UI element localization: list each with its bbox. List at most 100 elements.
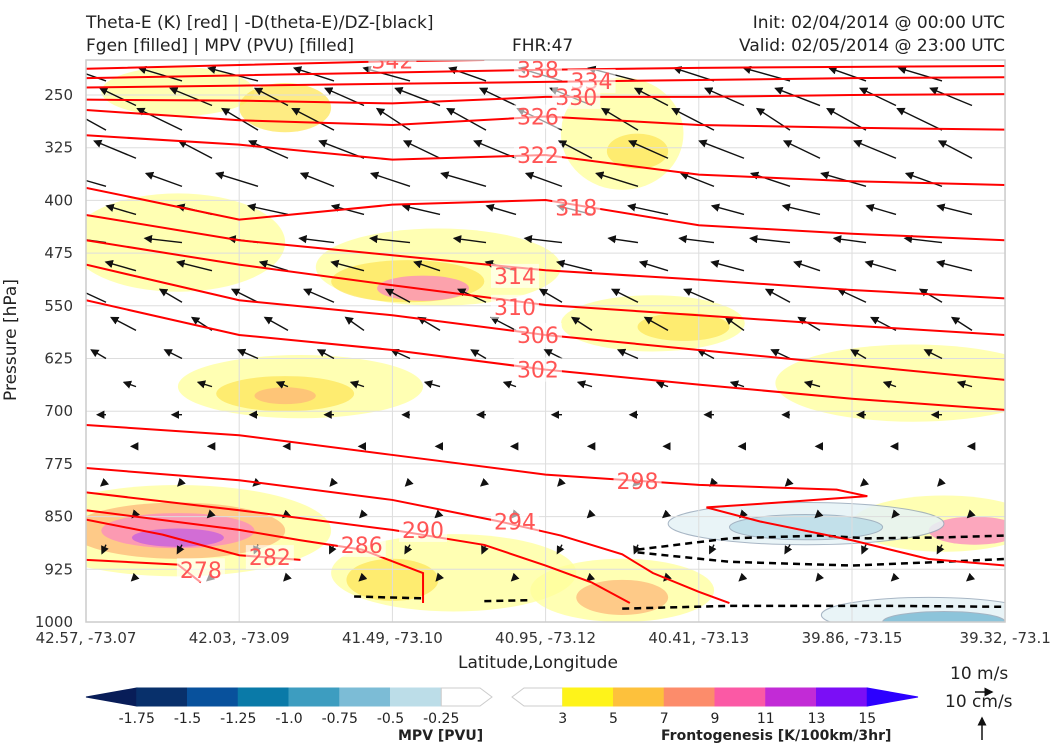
wind-vector <box>897 66 943 82</box>
fgen-tick-label: 13 <box>808 711 826 727</box>
theta-e-label: 294 <box>494 510 536 535</box>
contour-label-bg <box>337 532 386 557</box>
fgen-fill <box>775 344 1005 422</box>
wind-vector <box>543 349 563 360</box>
wind-vector <box>672 66 715 82</box>
mpv-fill <box>728 513 884 541</box>
valid-time: Valid: 02/05/2014 @ 23:00 UTC <box>739 36 1005 56</box>
wind-vector <box>90 349 107 360</box>
wind-vector <box>440 171 487 188</box>
wind-vector <box>137 66 183 82</box>
theta-e-label: 326 <box>517 106 559 131</box>
wind-vector <box>749 171 791 188</box>
dtheta-dz-contour <box>637 534 1005 551</box>
wind-vector <box>122 380 137 389</box>
contour-label-bg <box>513 142 562 167</box>
wind-vector <box>923 349 943 360</box>
wind-vector <box>861 544 869 555</box>
wind-vector <box>101 544 109 555</box>
wind-vector <box>470 349 487 360</box>
wind-vector <box>576 380 593 389</box>
wind-vector <box>130 572 140 582</box>
fgen-colorbar-segment <box>562 687 614 707</box>
contour-label-bg <box>552 195 601 220</box>
wind-vector <box>966 509 976 519</box>
wind-vector <box>774 86 821 107</box>
wind-vector <box>344 316 365 331</box>
wind-vector <box>479 478 490 487</box>
wind-vector <box>904 171 943 188</box>
wind-vector <box>349 380 365 389</box>
x-axis-label: Latitude,Longitude <box>458 653 618 673</box>
wind-vector <box>937 477 946 487</box>
theta-e-contour <box>86 213 1005 300</box>
wind-vector <box>104 259 137 272</box>
wind-vector <box>330 259 365 272</box>
mpv-colorbar-segment <box>187 687 239 707</box>
theta-e-contour <box>86 467 730 604</box>
theta-e-label: 286 <box>341 534 383 559</box>
contour-label-bg <box>490 294 539 319</box>
wind-vector <box>903 234 943 244</box>
contour-label-bg <box>513 322 562 347</box>
wind-vector <box>303 288 335 303</box>
title-line-2: Fgen [filled] | MPV (PVU) [filled] <box>86 36 355 56</box>
theta-e-label: 282 <box>249 546 291 571</box>
wind-vector <box>738 572 748 582</box>
wind-vector <box>236 348 259 360</box>
y-tick-label: 925 <box>44 560 73 578</box>
fgen-fill <box>254 387 316 405</box>
mpv-tick-label: -1.0 <box>275 711 302 727</box>
wind-vector <box>404 477 414 487</box>
wind-vector <box>896 107 943 131</box>
mpv-colorbar-segment <box>390 687 442 707</box>
wind-vector <box>298 234 335 244</box>
wind-vector <box>358 572 368 582</box>
reference-vector-vertical: 10 cm/s <box>945 692 1013 712</box>
wind-vector <box>177 140 213 159</box>
contour-label-bg <box>245 545 294 570</box>
plot-frame <box>85 59 1006 623</box>
y-tick-label: 775 <box>44 455 73 473</box>
wind-vector <box>936 544 945 555</box>
theta-e-label: 310 <box>494 296 536 321</box>
init-time: Init: 02/04/2014 @ 00:00 UTC <box>752 13 1005 33</box>
contour-label-bg <box>490 509 539 534</box>
wind-vector <box>815 572 825 582</box>
mpv-fill <box>882 610 1005 622</box>
wind-vector <box>696 349 715 360</box>
wind-vector <box>485 203 517 216</box>
wind-vector <box>655 380 669 389</box>
wind-vector <box>556 544 565 555</box>
wind-vector <box>965 572 976 582</box>
fgen-fill <box>637 312 730 341</box>
y-tick-label: 625 <box>44 350 73 368</box>
fgen-fill <box>928 516 1005 545</box>
dtheta-dz-contour <box>484 598 531 603</box>
fgen-fill <box>239 83 332 133</box>
wind-vector <box>384 288 411 303</box>
wind-vector <box>784 544 793 555</box>
wind-vector <box>678 234 715 244</box>
fgen-tick-label: 9 <box>711 711 720 727</box>
wind-vector <box>850 349 867 360</box>
y-tick-label: 250 <box>44 86 73 104</box>
wind-vector <box>724 316 745 331</box>
wind-vector <box>859 478 870 487</box>
theta-e-label: 302 <box>517 359 559 384</box>
wind-vector <box>375 107 411 131</box>
fgen-colorbar-label: Frontogenesis [K/100km/3hr] <box>661 728 892 744</box>
wind-vector <box>683 288 715 303</box>
y-axis-label: Pressure [hPa] <box>0 279 21 401</box>
wind-vector <box>627 203 669 216</box>
wind-vector <box>633 544 641 555</box>
mpv-colorbar-segment <box>136 687 188 707</box>
wind-vector <box>956 380 973 389</box>
theta-e-contour <box>86 423 1005 567</box>
wind-vector <box>950 316 973 331</box>
wind-vector <box>710 259 745 272</box>
x-tick-label: 40.41, -73.13 <box>648 629 749 647</box>
wind-vector <box>661 509 672 519</box>
wind-vector <box>401 203 441 216</box>
wind-vector <box>929 87 973 107</box>
